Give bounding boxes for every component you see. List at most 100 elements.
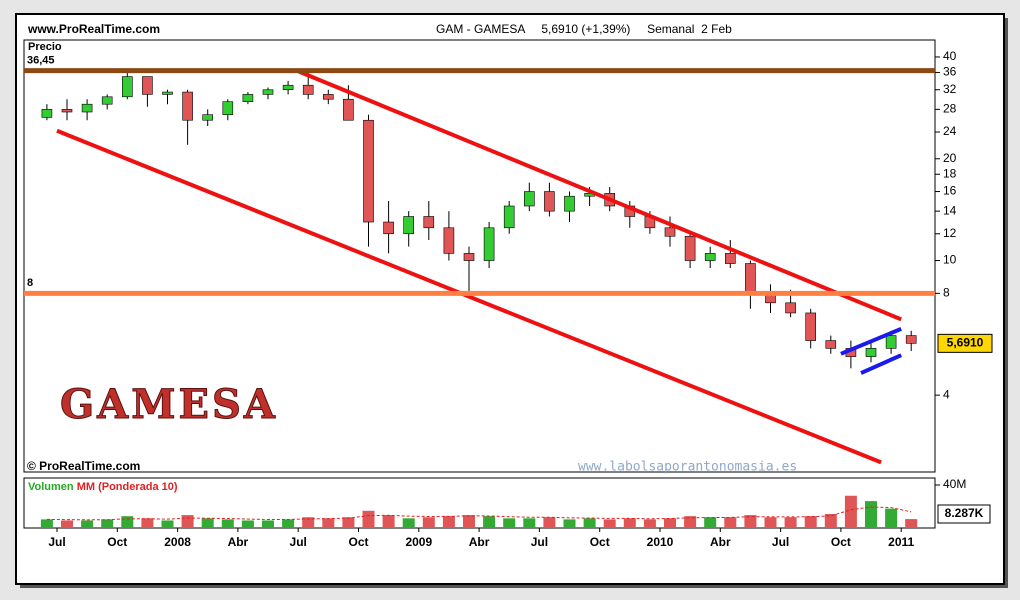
candle-body — [523, 191, 535, 207]
volume-bar — [101, 519, 114, 528]
volume-bar — [543, 517, 556, 528]
candle-body — [262, 89, 274, 95]
volume-bar — [583, 518, 596, 528]
candle-body — [222, 101, 234, 115]
volume-bar — [442, 516, 455, 528]
volume-bar — [302, 517, 315, 528]
candle-body — [302, 84, 314, 95]
price-plot — [23, 39, 936, 473]
volume-bar — [865, 501, 877, 528]
candle-body — [61, 109, 73, 113]
y-tick-label: 10 — [943, 253, 957, 267]
volume-bar — [402, 518, 415, 528]
volume-bar — [844, 495, 857, 528]
legend-ma: MM (Ponderada 10) — [77, 481, 178, 493]
candle-body — [503, 205, 515, 229]
volume-bar — [744, 515, 757, 528]
candle-body — [282, 84, 294, 91]
candle-body — [142, 76, 153, 95]
x-tick-label: Abr — [469, 535, 490, 549]
volume-bar — [563, 519, 576, 528]
candle-body — [182, 91, 193, 121]
hline-label: 8 — [27, 277, 33, 289]
volume-bar — [81, 520, 94, 528]
volume-bar — [704, 517, 717, 528]
candle-body — [664, 227, 676, 237]
volume-plot — [23, 477, 936, 529]
watermark: GAMESA — [60, 381, 278, 428]
y-tick-label: 14 — [943, 203, 957, 217]
candle-body — [745, 263, 756, 294]
volume-bar — [764, 517, 777, 528]
hline-label: 36,45 — [27, 55, 55, 67]
trendline — [56, 128, 882, 465]
candle-body — [865, 348, 877, 357]
volume-bar — [503, 518, 516, 528]
candle-body — [825, 340, 837, 349]
candle-body — [905, 335, 917, 344]
candle-body — [202, 114, 213, 121]
volume-bar — [684, 516, 697, 528]
candle-body — [805, 312, 817, 341]
volume-bar — [523, 518, 536, 528]
volume-bar — [362, 510, 375, 528]
volume-ma-line — [46, 506, 912, 521]
y-tick-label: 12 — [943, 226, 957, 240]
x-tick-label: 2010 — [647, 535, 674, 549]
candle-body — [101, 96, 113, 105]
x-tick-label: 2011 — [888, 535, 914, 549]
y-tick-label: 28 — [943, 102, 957, 116]
volume-bar — [40, 519, 53, 528]
candle-body — [463, 253, 475, 261]
candle-body — [242, 94, 254, 102]
candle-body — [684, 235, 696, 261]
y-tick-label: 40 — [943, 49, 957, 63]
y-tick-label: 16 — [943, 184, 957, 198]
volume-bar — [181, 515, 194, 528]
candle-body — [483, 227, 495, 261]
volume-bar — [483, 516, 496, 528]
x-tick-label: Oct — [348, 535, 368, 549]
volume-bar — [724, 517, 737, 528]
volume-bar — [61, 520, 73, 528]
last-volume-box — [937, 504, 991, 524]
volume-bar — [322, 518, 335, 528]
candle-body — [41, 109, 53, 118]
volume-bar — [221, 519, 234, 528]
x-tick-label: 2009 — [405, 535, 432, 549]
x-tick-label: 2008 — [164, 535, 191, 549]
x-tick-label: Oct — [107, 535, 127, 549]
volume-bar — [282, 519, 295, 528]
x-tick-label: Abr — [710, 535, 731, 549]
quote: GAM - GAMESA 5,6910 (+1,39%) Semanal 2 F… — [436, 22, 732, 36]
candle-body — [423, 216, 435, 229]
volume-bar — [161, 520, 174, 528]
x-tick-label: Jul — [48, 535, 65, 549]
volume-bar — [664, 518, 676, 528]
volume-bar — [905, 519, 918, 528]
candle-body — [162, 91, 173, 95]
plot-clip — [41, 69, 917, 465]
y-tick-label: 18 — [943, 166, 957, 180]
volume-bar — [141, 518, 154, 528]
credit: © ProRealTime.com — [27, 459, 140, 473]
volume-bar — [824, 514, 837, 528]
candle-body — [885, 335, 897, 349]
y-tick-label: 40M — [943, 477, 966, 491]
volume-bar — [382, 515, 395, 528]
y-tick-label: 8 — [943, 286, 950, 300]
volume-bar — [262, 520, 274, 528]
volume-bar — [804, 516, 817, 528]
candle-body — [724, 253, 736, 264]
x-tick-label: Jul — [531, 535, 548, 549]
volume-bar — [784, 517, 797, 528]
volume-bar — [603, 519, 616, 528]
candle-body — [81, 103, 93, 113]
trendline — [840, 327, 902, 356]
candle-body — [122, 76, 133, 98]
candle-body — [383, 221, 394, 235]
y-tick-label: 20 — [943, 151, 957, 165]
volume-bar — [885, 508, 898, 528]
